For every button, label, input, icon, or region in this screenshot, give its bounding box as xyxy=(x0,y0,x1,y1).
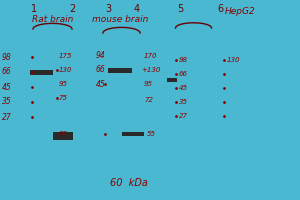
Text: 5: 5 xyxy=(177,4,183,14)
Text: 27: 27 xyxy=(2,112,11,121)
Text: 45: 45 xyxy=(178,85,188,91)
Text: 66: 66 xyxy=(2,68,11,76)
Text: 2: 2 xyxy=(69,4,75,14)
Text: 45: 45 xyxy=(96,80,106,88)
Text: 4: 4 xyxy=(134,4,140,14)
Bar xyxy=(108,68,132,73)
Text: 98: 98 xyxy=(2,52,11,62)
Text: 3: 3 xyxy=(105,4,111,14)
Text: 45: 45 xyxy=(2,83,11,92)
Text: 27: 27 xyxy=(178,113,188,119)
Text: 55: 55 xyxy=(147,131,156,137)
Text: +130: +130 xyxy=(141,67,161,73)
Text: Rat brain: Rat brain xyxy=(32,15,73,23)
Bar xyxy=(52,132,73,136)
Text: HepG2: HepG2 xyxy=(225,6,255,16)
Bar xyxy=(52,136,73,140)
Text: 66: 66 xyxy=(178,71,188,77)
Bar xyxy=(122,132,144,136)
Text: 60  kDa: 60 kDa xyxy=(110,178,148,188)
Text: 75: 75 xyxy=(58,95,68,101)
Text: 130: 130 xyxy=(58,67,72,73)
Text: 55: 55 xyxy=(58,131,68,137)
Text: 35: 35 xyxy=(178,99,188,105)
Text: 170: 170 xyxy=(144,53,158,59)
Text: 98: 98 xyxy=(178,57,188,63)
Text: 95: 95 xyxy=(144,81,153,87)
Text: 6: 6 xyxy=(218,4,224,14)
Text: 35: 35 xyxy=(2,98,11,106)
Text: 1: 1 xyxy=(32,4,38,14)
Text: 130: 130 xyxy=(226,57,240,63)
Text: 72: 72 xyxy=(144,97,153,103)
Text: 175: 175 xyxy=(58,53,72,59)
Bar xyxy=(30,70,52,75)
Text: 94: 94 xyxy=(96,51,106,60)
Text: 66: 66 xyxy=(96,66,106,74)
Bar xyxy=(167,78,177,82)
Text: 95: 95 xyxy=(58,81,68,87)
Text: mouse brain: mouse brain xyxy=(92,15,148,23)
